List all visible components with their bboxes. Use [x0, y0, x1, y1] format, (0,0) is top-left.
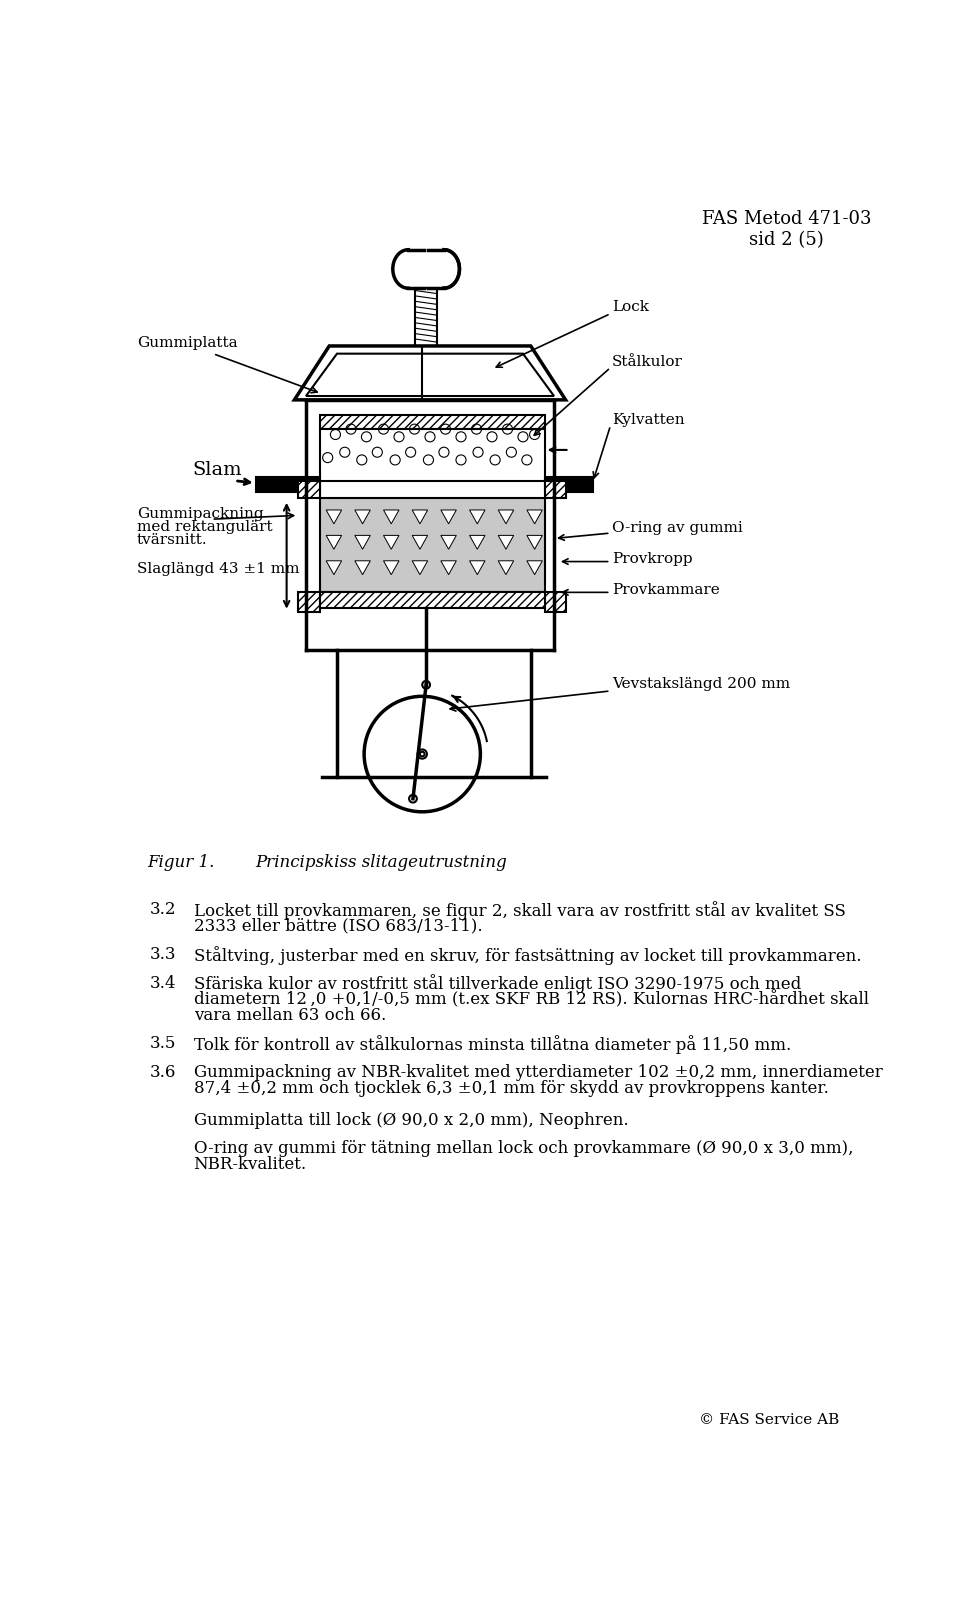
Polygon shape	[306, 355, 554, 397]
Text: Provkammare: Provkammare	[612, 582, 720, 596]
Polygon shape	[416, 289, 437, 347]
Polygon shape	[355, 511, 371, 524]
Text: Principskiss slitageutrustning: Principskiss slitageutrustning	[255, 853, 508, 869]
Text: FAS Metod 471-03: FAS Metod 471-03	[702, 211, 872, 228]
Polygon shape	[469, 537, 485, 550]
Text: vara mellan 63 och 66.: vara mellan 63 och 66.	[194, 1006, 386, 1024]
Polygon shape	[469, 511, 485, 524]
Text: 3.5: 3.5	[150, 1035, 176, 1051]
Text: sid 2 (5): sid 2 (5)	[749, 231, 824, 249]
Text: Gummiplatta till lock (Ø 90,0 x 2,0 mm), Neophren.: Gummiplatta till lock (Ø 90,0 x 2,0 mm),…	[194, 1110, 628, 1128]
Polygon shape	[299, 482, 320, 498]
Circle shape	[420, 752, 424, 757]
Polygon shape	[320, 416, 544, 429]
Polygon shape	[412, 561, 427, 575]
Polygon shape	[441, 511, 456, 524]
Text: Gummipackning av NBR-kvalitet med ytterdiameter 102 ±0,2 mm, innerdiameter: Gummipackning av NBR-kvalitet med ytterd…	[194, 1064, 882, 1080]
Polygon shape	[355, 537, 371, 550]
Polygon shape	[326, 511, 342, 524]
Polygon shape	[255, 477, 320, 493]
Polygon shape	[527, 561, 542, 575]
Text: 3.4: 3.4	[150, 974, 176, 992]
Text: NBR-kvalitet.: NBR-kvalitet.	[194, 1155, 307, 1173]
Text: med rektangulärt: med rektangulärt	[137, 521, 273, 534]
Text: Slam: Slam	[192, 461, 242, 479]
Text: tvärsnitt.: tvärsnitt.	[137, 534, 207, 546]
Text: Vevstakslängd 200 mm: Vevstakslängd 200 mm	[612, 677, 790, 691]
Polygon shape	[544, 482, 566, 498]
Text: Sfäriska kulor av rostfritt stål tillverkade enligt ISO 3290-1975 och med: Sfäriska kulor av rostfritt stål tillver…	[194, 974, 801, 993]
Polygon shape	[383, 511, 399, 524]
Polygon shape	[355, 561, 371, 575]
Text: Gummipackning: Gummipackning	[137, 506, 264, 521]
Polygon shape	[527, 511, 542, 524]
Text: Slaglängd 43 ±1 mm: Slaglängd 43 ±1 mm	[137, 561, 300, 575]
Polygon shape	[412, 537, 427, 550]
Polygon shape	[326, 561, 342, 575]
Text: Provkropp: Provkropp	[612, 551, 693, 566]
Text: diametern 12 ,0 +0,1/-0,5 mm (t.ex SKF RB 12 RS). Kulornas HRC-hårdhet skall: diametern 12 ,0 +0,1/-0,5 mm (t.ex SKF R…	[194, 990, 869, 1008]
Text: © FAS Service AB: © FAS Service AB	[699, 1413, 839, 1427]
Text: Figur 1.: Figur 1.	[147, 853, 214, 869]
Polygon shape	[295, 347, 565, 400]
Text: 3.2: 3.2	[150, 902, 176, 918]
Text: Stålkulor: Stålkulor	[612, 355, 683, 370]
Text: Locket till provkammaren, se figur 2, skall vara av rostfritt stål av kvalitet S: Locket till provkammaren, se figur 2, sk…	[194, 902, 846, 919]
Polygon shape	[383, 537, 399, 550]
Text: O-ring av gummi: O-ring av gummi	[612, 521, 743, 535]
Polygon shape	[544, 477, 592, 493]
Text: 3.6: 3.6	[150, 1064, 176, 1080]
Polygon shape	[299, 593, 320, 612]
Polygon shape	[412, 511, 427, 524]
Text: 2333 eller bättre (ISO 683/13-11).: 2333 eller bättre (ISO 683/13-11).	[194, 918, 482, 934]
Polygon shape	[320, 593, 544, 609]
Text: 3.3: 3.3	[150, 945, 176, 963]
Polygon shape	[544, 593, 566, 612]
Polygon shape	[441, 561, 456, 575]
Text: Gummiplatta: Gummiplatta	[137, 336, 238, 350]
Polygon shape	[320, 429, 544, 482]
Polygon shape	[498, 561, 514, 575]
Polygon shape	[527, 537, 542, 550]
Text: O-ring av gummi för tätning mellan lock och provkammare (Ø 90,0 x 3,0 mm),: O-ring av gummi för tätning mellan lock …	[194, 1139, 853, 1157]
Polygon shape	[498, 511, 514, 524]
Polygon shape	[498, 537, 514, 550]
Text: Ståltving, justerbar med en skruv, för fastsättning av locket till provkammaren.: Ståltving, justerbar med en skruv, för f…	[194, 945, 861, 964]
Polygon shape	[383, 561, 399, 575]
Polygon shape	[469, 561, 485, 575]
Polygon shape	[326, 537, 342, 550]
Polygon shape	[441, 537, 456, 550]
Text: Tolk för kontroll av stålkulornas minsta tillåtna diameter på 11,50 mm.: Tolk för kontroll av stålkulornas minsta…	[194, 1035, 791, 1054]
Text: Lock: Lock	[612, 301, 649, 313]
Polygon shape	[320, 498, 544, 593]
Text: 87,4 ±0,2 mm och tjocklek 6,3 ±0,1 mm för skydd av provkroppens kanter.: 87,4 ±0,2 mm och tjocklek 6,3 ±0,1 mm fö…	[194, 1080, 828, 1096]
Text: Kylvatten: Kylvatten	[612, 413, 684, 427]
